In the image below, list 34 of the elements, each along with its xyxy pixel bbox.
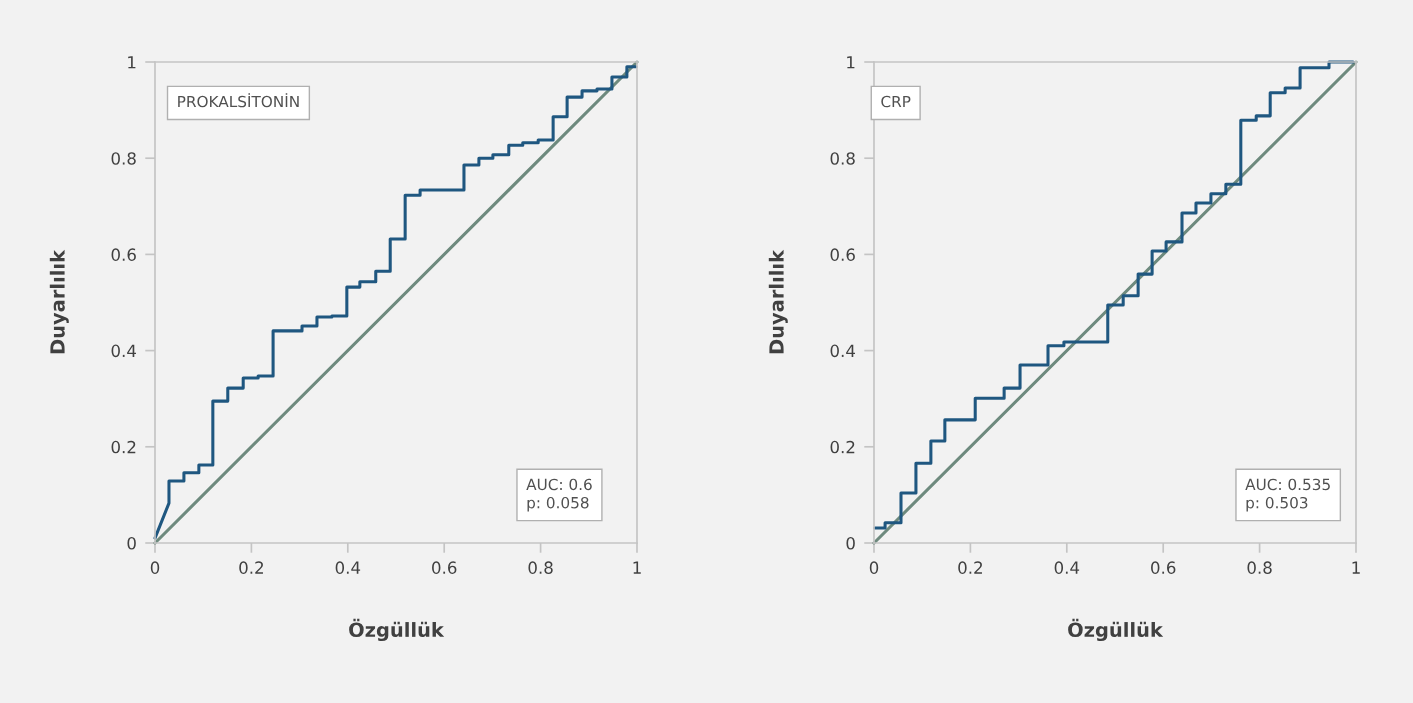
y-tick-label: 0.6 bbox=[830, 248, 855, 261]
y-tick-label: 0.8 bbox=[111, 152, 136, 165]
annotation: AUC: 0.6 bbox=[526, 478, 592, 491]
x-tick-label: 0.6 bbox=[432, 561, 457, 574]
x-tick-label: 0.6 bbox=[1151, 561, 1176, 574]
x-axis-title: Özgüllük bbox=[349, 618, 445, 642]
x-tick-label: 0.8 bbox=[1247, 561, 1272, 574]
y-tick-label: 0.4 bbox=[830, 344, 856, 358]
y-tick-label: 1 bbox=[847, 56, 855, 69]
y-tick-label: 0.2 bbox=[830, 440, 855, 454]
x-tick-label: 0 bbox=[869, 561, 879, 574]
y-tick-label: 0.2 bbox=[111, 440, 136, 454]
x-tick-label: 0.8 bbox=[528, 561, 553, 574]
y-tick-label: 0 bbox=[127, 536, 136, 550]
annotation: p: 0.503 bbox=[1246, 496, 1308, 512]
x-tick-label: 0.2 bbox=[239, 561, 263, 574]
annotation: CRP bbox=[881, 95, 911, 108]
y-tick-label: 0.8 bbox=[830, 152, 855, 165]
x-tick-label: 0.4 bbox=[335, 561, 361, 574]
x-axis-title: Özgüllük bbox=[1068, 618, 1164, 642]
x-tick-label: 0.2 bbox=[958, 561, 982, 574]
y-axis-title: Duyarlılık bbox=[768, 249, 788, 354]
x-tick-label: 0.4 bbox=[1054, 561, 1080, 574]
x-tick-label: 1 bbox=[633, 561, 641, 574]
annotation: p: 0.058 bbox=[527, 496, 589, 512]
x-tick-label: 0 bbox=[150, 561, 160, 574]
y-axis-title: Duyarlılık bbox=[49, 249, 69, 354]
annotation: PROKALSİTONİN bbox=[178, 93, 299, 108]
y-tick-label: 0.4 bbox=[111, 344, 137, 358]
annotation: AUC: 0.535 bbox=[1245, 478, 1330, 491]
y-tick-label: 0.6 bbox=[111, 248, 136, 261]
y-tick-label: 0 bbox=[846, 536, 855, 550]
y-tick-label: 1 bbox=[128, 56, 136, 69]
x-tick-label: 1 bbox=[1352, 561, 1360, 574]
